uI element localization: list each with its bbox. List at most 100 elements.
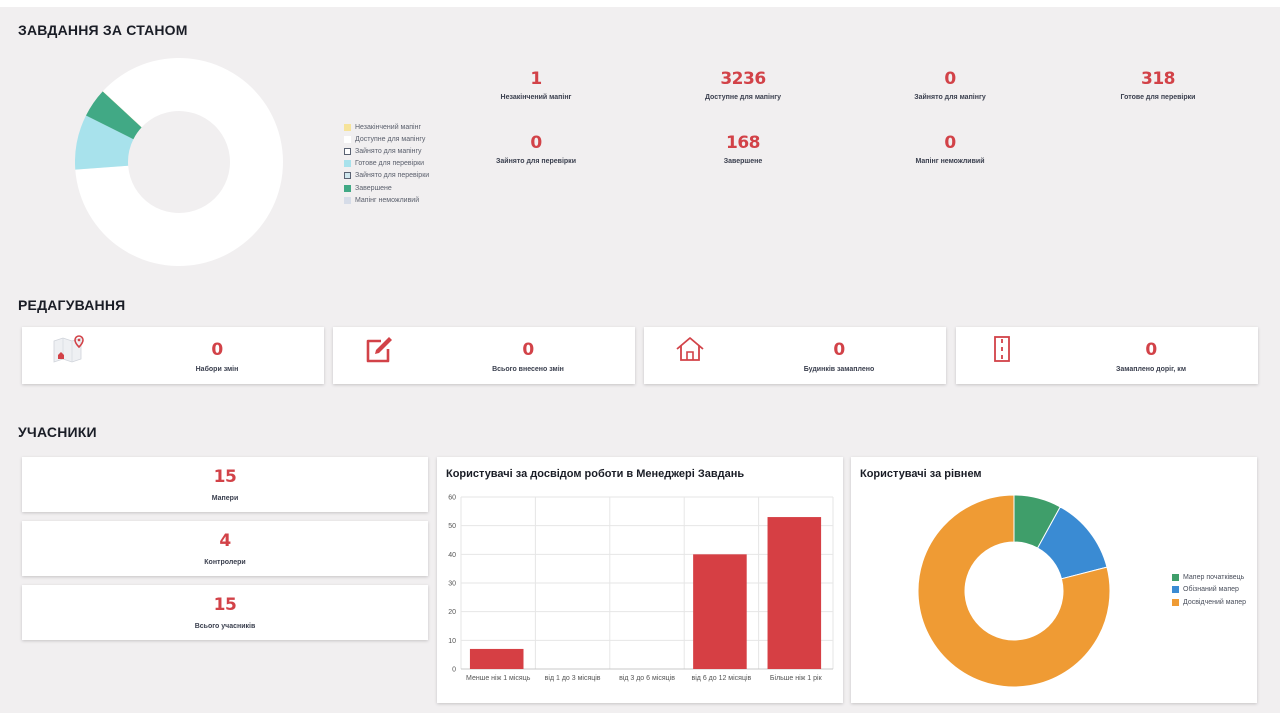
bar[interactable] (767, 517, 822, 669)
participants-value: 15 (213, 467, 237, 487)
donut-slice[interactable] (102, 91, 142, 128)
experience-chart-title: Користувачі за досвідом роботи в Менедже… (446, 468, 745, 480)
edit-card-label: Будинків замаплено (803, 366, 875, 373)
edit-card-total-edits: 0 Всього внесено змін (333, 327, 635, 384)
edit-card-value: 0 (1145, 340, 1157, 360)
stat-value: 3236 (720, 69, 766, 89)
status-legend-item[interactable]: Мапінг неможливий (344, 194, 429, 206)
bar[interactable] (469, 648, 524, 669)
legend-swatch (344, 147, 351, 155)
stat-taken-review: 0 Зайнято для перевірки (436, 133, 636, 166)
edit-card-value: 0 (522, 340, 534, 360)
status-legend-item[interactable]: Зайнято для мапінгу (344, 145, 429, 157)
status-legend-item[interactable]: Незакінчений мапінг (344, 121, 429, 133)
stat-ready-review: 318 Готове для перевірки (1058, 69, 1258, 102)
level-legend-item[interactable]: Обізнаний мапер (1172, 584, 1246, 597)
legend-swatch (344, 172, 351, 180)
x-tick-label: Менше ніж 1 місяць (466, 674, 531, 682)
participants-value: 15 (213, 595, 237, 615)
participants-card-mappers: 15 Мапери (22, 457, 428, 512)
experience-bar-chart: 0 10 20 30 40 50 60 Менше ніж 1 місяць від 1 до … (448, 495, 834, 682)
stat-finished: 168 Завершене (643, 133, 843, 166)
stat-mapping-impossible: 0 Мапінг неможливий (850, 133, 1050, 166)
stat-value: 0 (530, 133, 542, 153)
status-legend-item[interactable]: Доступне для мапінгу (344, 133, 429, 145)
stat-label: Зайнято для перевірки (496, 158, 576, 165)
legend-swatch (344, 160, 351, 168)
x-tick-label: від 3 до 6 місяців (619, 674, 675, 682)
house-icon (676, 337, 704, 361)
legend-label: Зайнято для перевірки (355, 172, 430, 180)
edit-icon (366, 337, 392, 363)
edit-card-roads: 0 Замаплено доріг, км (956, 327, 1258, 384)
legend-swatch (344, 123, 351, 131)
level-legend: Мапер початківець Обізнаний мапер Досвід… (1172, 571, 1246, 609)
donut-slice[interactable] (917, 494, 1111, 688)
y-tick-label: 60 (448, 495, 456, 502)
legend-label: Мапер початківець (1183, 573, 1245, 581)
legend-label: Мапінг неможливий (355, 196, 420, 204)
edit-card-changesets: 0 Набори змін (22, 327, 324, 384)
stat-label: Мапінг неможливий (915, 158, 985, 165)
stat-value: 0 (944, 69, 956, 89)
level-chart-card: Користувачі за рівнем Мапер початківець … (851, 457, 1257, 703)
road-icon (994, 336, 1010, 362)
editing-section-title: РЕДАГУВАННЯ (18, 297, 126, 313)
donut-slice[interactable] (85, 91, 142, 140)
legend-label: Завершене (355, 184, 392, 192)
status-legend-item[interactable]: Завершене (344, 182, 429, 194)
edit-card-value: 0 (211, 340, 223, 360)
stat-unfinished-mapping: 1 Незакінчений мапінг (436, 69, 636, 102)
map-pin-icon (53, 335, 84, 363)
level-legend-item[interactable]: Мапер початківець (1172, 571, 1246, 584)
legend-swatch (1172, 573, 1179, 581)
y-tick-label: 10 (448, 638, 456, 645)
status-donut-chart (75, 58, 283, 266)
legend-swatch (344, 196, 351, 204)
donut-slice[interactable] (75, 115, 134, 170)
x-tick-label: Більше ніж 1 рік (770, 674, 823, 682)
y-tick-label: 50 (448, 523, 456, 530)
legend-label: Доступне для мапінгу (355, 135, 426, 143)
stat-value: 318 (1141, 69, 1176, 89)
stat-label: Доступне для мапінгу (704, 94, 782, 101)
status-legend: Незакінчений мапінг Доступне для мапінгу… (344, 121, 429, 206)
y-tick-label: 20 (448, 609, 456, 616)
participants-section-title: УЧАСНИКИ (18, 424, 97, 440)
legend-swatch (344, 135, 351, 143)
y-tick-label: 30 (448, 581, 456, 588)
participants-card-total: 15 Всього учасників (22, 585, 428, 640)
legend-label: Незакінчений мапінг (355, 123, 422, 131)
bar[interactable] (693, 554, 747, 669)
dashboard-page: ЗАВДАННЯ ЗА СТАНОМ Незакінчений мапінг Д… (0, 7, 1280, 713)
level-donut-chart (917, 494, 1111, 688)
stat-value: 0 (944, 133, 956, 153)
edit-card-buildings: 0 Будинків замаплено (644, 327, 946, 384)
legend-swatch (1172, 598, 1179, 606)
stat-label: Зайнято для мапінгу (914, 94, 986, 101)
stat-value: 1 (530, 69, 542, 89)
stat-label: Незакінчений мапінг (500, 94, 572, 101)
edit-card-value: 0 (833, 340, 845, 360)
participants-label: Всього учасників (194, 623, 256, 630)
x-tick-label: від 6 до 12 місяців (692, 674, 752, 682)
stat-label: Готове для перевірки (1120, 94, 1196, 101)
y-tick-label: 0 (452, 667, 456, 674)
participants-label: Контролери (204, 559, 246, 566)
legend-label: Досвідчений мапер (1183, 598, 1247, 606)
participants-value: 4 (219, 531, 231, 551)
edit-card-label: Набори змін (195, 366, 239, 373)
legend-swatch (344, 184, 351, 192)
status-legend-item[interactable]: Зайнято для перевірки (344, 170, 429, 182)
legend-label: Обізнаний мапер (1183, 586, 1239, 594)
status-legend-item[interactable]: Готове для перевірки (344, 158, 429, 170)
experience-chart-card: Користувачі за досвідом роботи в Менедже… (437, 457, 843, 703)
donut-slice[interactable] (75, 58, 283, 266)
stat-available-mapping: 3236 Доступне для мапінгу (643, 69, 843, 102)
participants-card-validators: 4 Контролери (22, 521, 428, 576)
legend-swatch (1172, 586, 1179, 594)
level-legend-item[interactable]: Досвідчений мапер (1172, 596, 1246, 609)
x-tick-label: від 1 до 3 місяців (545, 674, 601, 682)
legend-label: Зайнято для мапінгу (355, 147, 422, 155)
y-tick-label: 40 (448, 552, 456, 559)
